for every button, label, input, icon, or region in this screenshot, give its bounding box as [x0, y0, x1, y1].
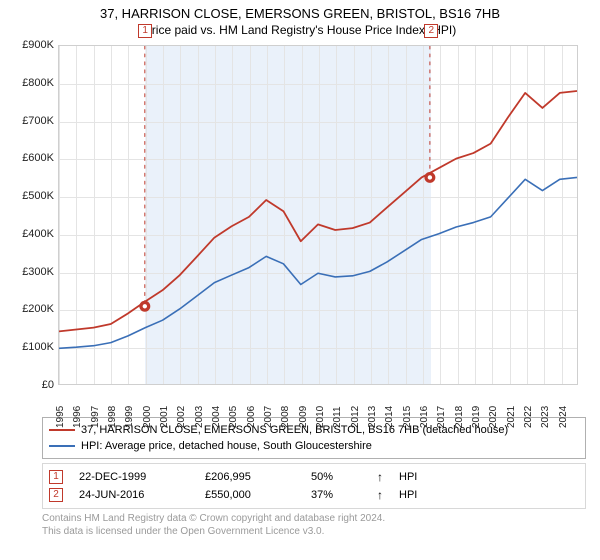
y-tick-label: £900K: [10, 39, 54, 51]
x-tick-label: 2023: [540, 406, 551, 428]
plot-area: 12: [58, 45, 578, 385]
sale-row: 2 24-JUN-2016 £550,000 37% ↑ HPI: [49, 486, 579, 504]
y-tick-label: £0: [10, 379, 54, 391]
x-tick-label: 2012: [350, 406, 361, 428]
sale-suffix: HPI: [399, 471, 417, 483]
sale-price: £206,995: [205, 471, 295, 483]
x-tick-label: 2010: [315, 406, 326, 428]
x-tick-label: 2005: [228, 406, 239, 428]
x-tick-label: 2024: [558, 406, 569, 428]
arrow-up-icon: ↑: [377, 470, 383, 484]
sale-price: £550,000: [205, 489, 295, 501]
x-tick-label: 2007: [263, 406, 274, 428]
sale-marker-box: 2: [49, 488, 63, 502]
x-tick-label: 2014: [384, 406, 395, 428]
sales-table: 1 22-DEC-1999 £206,995 50% ↑ HPI 2 24-JUN-2016 £…: [42, 463, 586, 509]
y-tick-label: £500K: [10, 190, 54, 202]
x-tick-label: 1997: [90, 406, 101, 428]
sale-pct: 37%: [311, 489, 361, 501]
footer-line-2: This data is licensed under the Open Gov…: [42, 526, 586, 539]
x-tick-label: 1998: [107, 406, 118, 428]
legend-swatch: [49, 429, 75, 431]
x-tick-label: 2000: [142, 406, 153, 428]
footer-line-1: Contains HM Land Registry data © Crown c…: [42, 513, 586, 526]
x-tick-label: 2015: [402, 406, 413, 428]
x-tick-label: 2017: [436, 406, 447, 428]
legend-row: HPI: Average price, detached house, Sout…: [49, 438, 579, 454]
sale-date: 22-DEC-1999: [79, 471, 189, 483]
series-line-property: [59, 91, 577, 331]
x-tick-label: 2020: [488, 406, 499, 428]
footer-text: Contains HM Land Registry data © Crown c…: [42, 513, 586, 538]
x-tick-label: 2003: [194, 406, 205, 428]
x-tick-label: 2019: [471, 406, 482, 428]
y-tick-label: £100K: [10, 341, 54, 353]
chart-svg: [59, 46, 577, 384]
x-tick-label: 1999: [124, 406, 135, 428]
marker-dot-core: [143, 304, 147, 308]
x-tick-label: 1995: [55, 406, 66, 428]
x-tick-label: 2009: [298, 406, 309, 428]
x-tick-label: 2008: [280, 406, 291, 428]
sale-marker-box: 1: [49, 470, 63, 484]
sale-suffix: HPI: [399, 489, 417, 501]
sale-row: 1 22-DEC-1999 £206,995 50% ↑ HPI: [49, 468, 579, 486]
chart-subtitle: Price paid vs. HM Land Registry's House …: [10, 23, 590, 37]
y-tick-label: £400K: [10, 228, 54, 240]
chart-title: 37, HARRISON CLOSE, EMERSONS GREEN, BRIS…: [10, 6, 590, 21]
y-tick-label: £700K: [10, 115, 54, 127]
y-tick-label: £600K: [10, 152, 54, 164]
x-tick-label: 2013: [367, 406, 378, 428]
marker-box: 2: [424, 24, 438, 38]
arrow-up-icon: ↑: [377, 488, 383, 502]
y-tick-label: £800K: [10, 77, 54, 89]
x-tick-label: 2006: [246, 406, 257, 428]
x-tick-label: 2022: [523, 406, 534, 428]
x-tick-label: 2021: [506, 406, 517, 428]
y-tick-label: £200K: [10, 303, 54, 315]
legend-label: HPI: Average price, detached house, Sout…: [81, 440, 372, 452]
x-tick-label: 2011: [332, 406, 343, 428]
marker-box: 1: [138, 24, 152, 38]
x-tick-label: 2018: [454, 406, 465, 428]
legend-swatch: [49, 445, 75, 447]
x-tick-label: 2002: [176, 406, 187, 428]
series-line-hpi: [59, 177, 577, 348]
x-tick-label: 2004: [211, 406, 222, 428]
x-tick-label: 2001: [159, 406, 170, 428]
x-axis-labels: 1995199619971998199920002001200220032004…: [58, 389, 578, 413]
sale-pct: 50%: [311, 471, 361, 483]
chart-area: £0 £100K £200K £300K £400K £500K £600K £700K £80…: [10, 43, 590, 411]
sale-date: 24-JUN-2016: [79, 489, 189, 501]
chart-container: 37, HARRISON CLOSE, EMERSONS GREEN, BRIS…: [0, 0, 600, 560]
marker-dot-core: [428, 175, 432, 179]
x-tick-label: 2016: [419, 406, 430, 428]
x-tick-label: 1996: [72, 406, 83, 428]
y-tick-label: £300K: [10, 266, 54, 278]
